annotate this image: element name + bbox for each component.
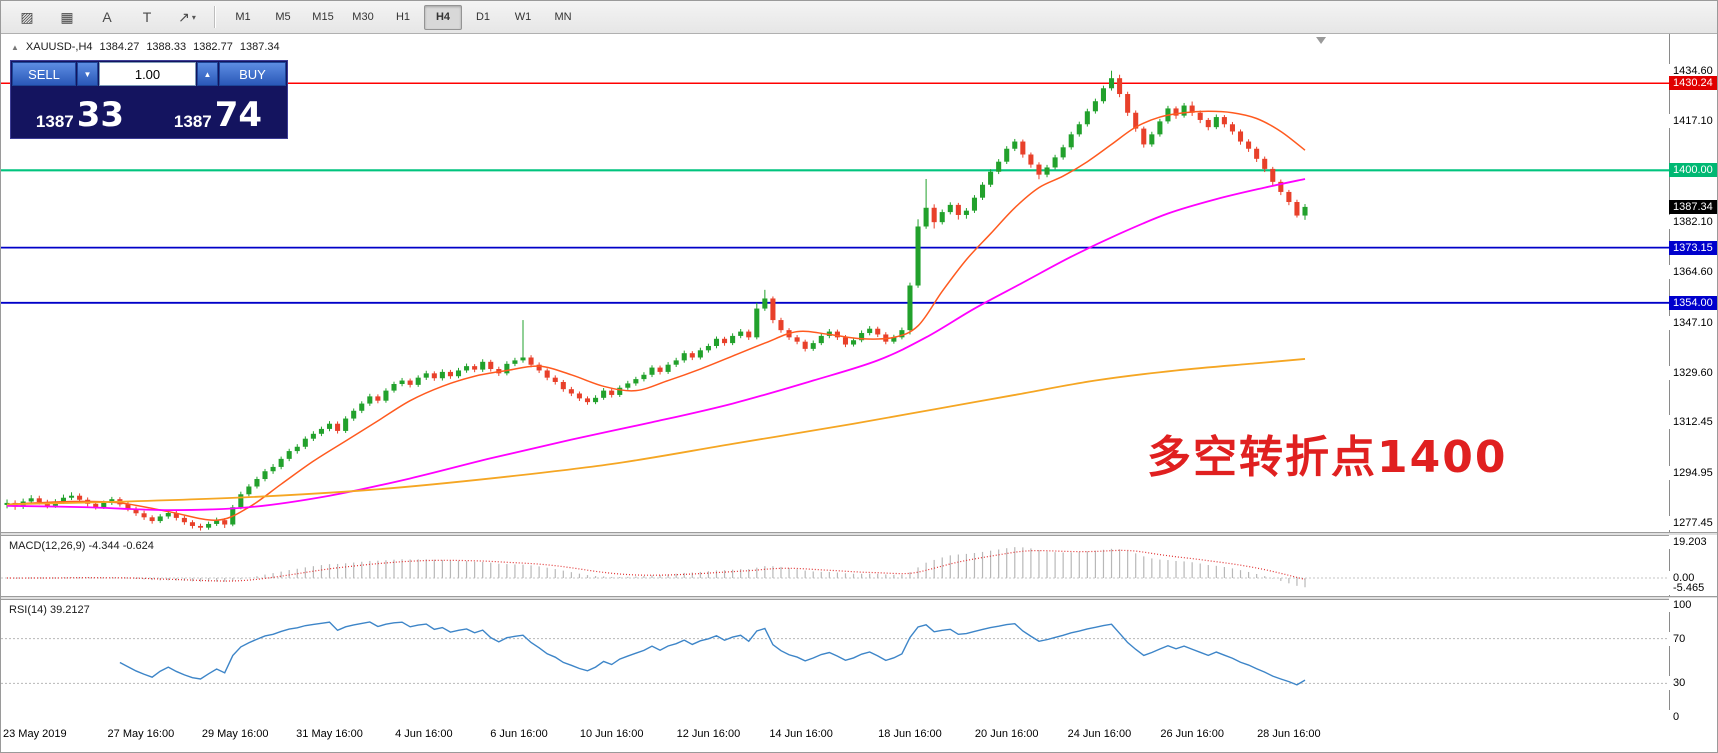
price-axis-label: 30 (1669, 676, 1717, 691)
volume-input[interactable] (99, 62, 196, 86)
timeframe-m5-button[interactable]: M5 (275, 11, 291, 23)
symbol-name: XAUUSD-,H4 (25, 41, 93, 53)
time-axis[interactable]: 23 May 2019 27 May 16:00 29 May 16:00 31 Ma… (1, 721, 1669, 752)
timeframes-toolbar: M1 M5 M15 M30 H1 H4 D1 W1 MN (223, 4, 583, 30)
timeframe-m15-button[interactable]: M15 (312, 11, 334, 23)
timeframe-h1-button[interactable]: H1 (395, 11, 411, 23)
price-axis[interactable]: 1434.60 1430.24 1417.10 1400.00 1387.34 1382.… (1669, 34, 1717, 752)
ohlc-low: 1382.77 (193, 41, 233, 53)
grid-tool-icon[interactable]: ▦ (48, 5, 86, 30)
time-axis-label: 4 Jun 16:00 (395, 728, 453, 740)
buy-button[interactable]: BUY (219, 62, 286, 86)
time-axis-label: 27 May 16:00 (107, 728, 175, 740)
macd-histogram (14, 547, 1306, 588)
price-axis-label: -5.465 (1669, 581, 1717, 596)
timeframe-m30-button[interactable]: M30 (352, 11, 374, 23)
macd-indicator-label: MACD(12,26,9) -4.344 -0.624 (9, 540, 154, 552)
toolbar: ▨ ▦ A T ↗ ▾ M1 M5 M15 M30 H1 H4 D1 W1 MN (1, 1, 1717, 34)
price-axis-label: 1277.45 (1669, 516, 1717, 531)
timeframe-mn-button[interactable]: MN (554, 11, 572, 23)
shift-marker-icon[interactable] (1316, 37, 1327, 44)
time-axis-label: 26 Jun 16:00 (1160, 728, 1224, 740)
chart-tool-icon[interactable]: ▨ (8, 5, 46, 30)
price-axis-label: 1400.00 (1669, 163, 1717, 178)
rsi-line (119, 621, 1306, 686)
time-axis-label: 28 Jun 16:00 (1257, 728, 1321, 740)
text-box-icon: T (142, 9, 152, 25)
fast-ma (6, 110, 1306, 521)
price-axis-label: 0 (1669, 710, 1717, 724)
time-axis-label: 23 May 2019 (3, 728, 67, 740)
price-axis-label: 1364.60 (1669, 265, 1717, 280)
one-click-trading-panel: SELL ▼ ▲ BUY 1387 33 1387 74 (10, 60, 288, 139)
text-box-icon[interactable]: T (128, 5, 166, 30)
price-axis-label: 1387.34 (1669, 199, 1717, 214)
price-axis-label: 100 (1669, 598, 1717, 612)
price-axis-label: 1312.45 (1669, 415, 1717, 430)
time-axis-label: 29 May 16:00 (201, 728, 269, 740)
price-axis-label: 1417.10 (1669, 114, 1717, 129)
grid-tool-icon: ▦ (60, 8, 74, 25)
macd-signal-line (7, 549, 1306, 582)
chart-tool-icon: ▨ (20, 8, 34, 25)
text-label-icon[interactable]: A (88, 5, 126, 30)
ohlc-open: 1384.27 (99, 41, 140, 53)
pane-splitter[interactable] (1, 596, 1717, 600)
rsi-indicator-label: RSI(14) 39.2127 (9, 604, 90, 616)
text-label-icon: A (102, 9, 112, 25)
time-axis-label: 31 May 16:00 (296, 728, 363, 740)
timeframe-w1-button[interactable]: W1 (514, 11, 532, 23)
chart-text-annotation: 多空转折点1400 (1147, 432, 1508, 483)
sell-price[interactable]: 1387 33 (11, 87, 149, 137)
price-axis-label: 1434.60 (1669, 63, 1717, 78)
pane-splitter[interactable] (1, 532, 1717, 536)
toolbar-separator (214, 6, 216, 28)
price-axis-label: 1430.24 (1669, 76, 1717, 91)
sell-button[interactable]: SELL (12, 62, 76, 86)
price-axis-label: 1373.15 (1669, 240, 1717, 255)
price-axis-label: 1329.60 (1669, 366, 1717, 381)
symbol-header: ▲ XAUUSD-,H4 1384.27 1388.33 1382.77 138… (11, 41, 280, 53)
buy-price-pips: 74 (214, 95, 263, 135)
buy-price-main: 1387 (173, 112, 212, 131)
price-axis-label: 19.203 (1669, 534, 1717, 549)
medium-ma (7, 178, 1306, 512)
draw-arrows-icon: ↗ (178, 8, 190, 25)
time-axis-label: 10 Jun 16:00 (579, 728, 644, 740)
sell-price-pips: 33 (76, 95, 125, 135)
time-axis-label: 18 Jun 16:00 (878, 728, 942, 740)
time-axis-label: 20 Jun 16:00 (974, 728, 1039, 740)
price-axis-label: 1294.95 (1669, 465, 1717, 480)
price-axis-label: 1354.00 (1669, 295, 1717, 310)
line-studies-toolbar: ▨ ▦ A T ↗ ▾ (7, 5, 207, 30)
price-axis-label: 1347.10 (1669, 315, 1717, 330)
time-axis-label: 6 Jun 16:00 (490, 728, 548, 740)
timeframe-m1-button[interactable]: M1 (235, 11, 251, 23)
price-axis-label: 70 (1669, 631, 1717, 646)
buy-price[interactable]: 1387 74 (149, 87, 287, 137)
timeframe-h4-button[interactable]: H4 (424, 4, 462, 30)
volume-dropdown-icon[interactable]: ▼ (77, 62, 98, 86)
time-axis-label: 14 Jun 16:00 (769, 728, 833, 740)
timeframe-d1-button[interactable]: D1 (475, 11, 491, 23)
dropdown-caret-icon: ▾ (191, 12, 196, 22)
volume-up-icon[interactable]: ▲ (197, 62, 218, 86)
time-axis-label: 24 Jun 16:00 (1067, 728, 1132, 740)
sell-price-main: 1387 (35, 112, 74, 131)
draw-arrows-icon[interactable]: ↗ ▾ (168, 5, 206, 30)
ohlc-high: 1388.33 (146, 41, 187, 53)
time-axis-label: 12 Jun 16:00 (676, 728, 741, 740)
slow-ma (7, 358, 1306, 506)
candlesticks (4, 70, 1308, 531)
price-axis-label: 1382.10 (1669, 214, 1717, 229)
collapse-arrow-icon[interactable]: ▲ (11, 42, 19, 52)
ohlc-close: 1387.34 (239, 41, 280, 53)
